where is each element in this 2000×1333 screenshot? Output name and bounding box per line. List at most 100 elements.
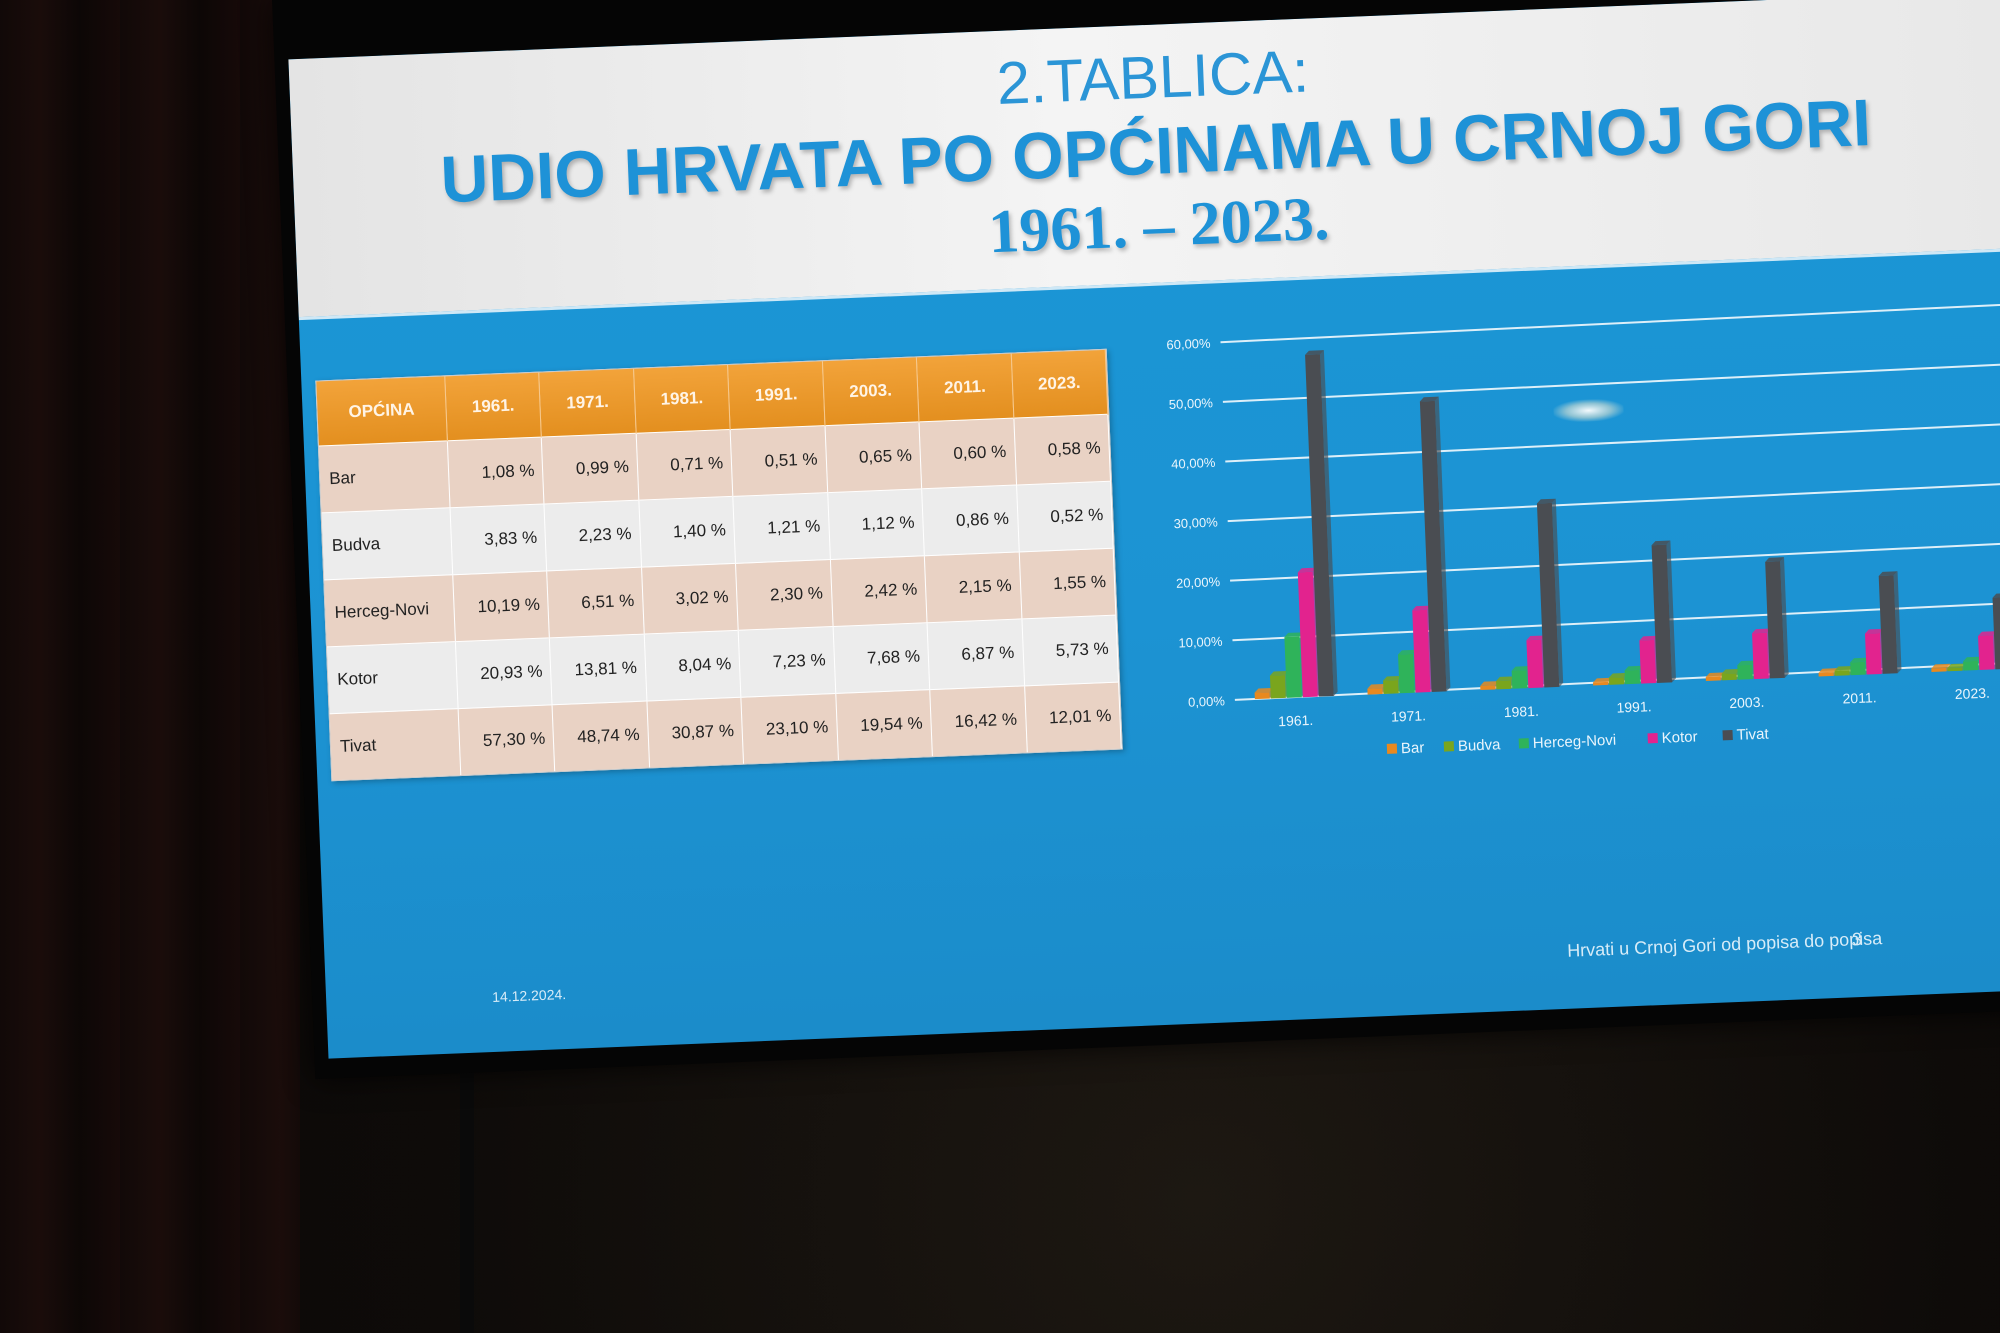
- table-header-cell: 1961.: [444, 372, 542, 441]
- legend-swatch: [1722, 729, 1733, 741]
- bar-top: [1737, 660, 1757, 666]
- table-header-cell: 2003.: [822, 357, 920, 426]
- table-cell: 1,40 %: [638, 496, 736, 568]
- legend-swatch: [1443, 741, 1455, 752]
- y-tick-label: 30,00%: [1173, 514, 1218, 531]
- y-tick-label: 50,00%: [1169, 395, 1214, 412]
- bar-side: [1666, 540, 1676, 683]
- bar-top: [1367, 683, 1387, 689]
- gridline: [1222, 363, 2000, 403]
- bar: [1752, 632, 1769, 680]
- bar-top: [1305, 350, 1324, 355]
- bar-top: [1765, 557, 1785, 562]
- page-number: 3: [1851, 928, 1863, 950]
- bar-top: [1878, 571, 1898, 577]
- bar-top: [1721, 668, 1741, 674]
- table-cell: 0,65 %: [824, 421, 922, 493]
- table-cell: 1,55 %: [1018, 548, 1116, 619]
- bar: [1305, 354, 1334, 697]
- bar-top: [1834, 665, 1854, 671]
- bar: [1947, 667, 1963, 672]
- bar: [1639, 639, 1657, 684]
- table-cell: 13,81 %: [549, 634, 647, 705]
- table-cell: 12,01 %: [1024, 682, 1122, 753]
- bar-top: [1651, 540, 1671, 546]
- bar-top: [1254, 687, 1274, 693]
- table-cell: 3,02 %: [641, 563, 739, 635]
- bar-top: [1480, 681, 1500, 686]
- row-label: Kotor: [327, 641, 459, 714]
- table-header-cell: OPĆINA: [316, 376, 448, 446]
- bar-top: [1608, 672, 1628, 678]
- bar-top: [1511, 666, 1531, 671]
- y-tick-label: 0,00%: [1188, 693, 1226, 709]
- bar: [1398, 653, 1415, 694]
- table-cell: 3,83 %: [450, 503, 548, 575]
- x-tick-label: 1961.: [1278, 712, 1314, 729]
- bar-top: [1963, 656, 1982, 662]
- bar-chart: 0,00% 10,00% 20,00% 30,00% 40,00% 50,00% 60,00…: [1120, 290, 2000, 806]
- table-header-cell: 2011.: [916, 353, 1014, 422]
- bar: [1608, 677, 1625, 685]
- legend-label: Budva: [1458, 736, 1502, 755]
- y-tick-label: 40,00%: [1171, 455, 1216, 472]
- table-cell: 2,42 %: [830, 555, 928, 627]
- bar: [1412, 609, 1431, 693]
- bar-top: [1419, 396, 1439, 402]
- title-band: 2.TABLICA: UDIO HRVATA PO OPĆINAMA U CRN…: [288, 0, 2000, 321]
- x-tick-label: 2003.: [1729, 694, 1765, 711]
- bar: [1624, 669, 1641, 685]
- table-cell: 2,23 %: [544, 500, 642, 571]
- gridline: [1230, 541, 2000, 582]
- legend-label: Bar: [1401, 739, 1425, 757]
- legend-swatch: [1647, 732, 1658, 744]
- x-tick-label: 2023.: [1955, 685, 1991, 702]
- bar: [1864, 632, 1882, 675]
- bar: [1850, 661, 1866, 676]
- bar-top: [1526, 635, 1546, 641]
- table-cell: 6,51 %: [547, 567, 645, 638]
- bar-top: [1624, 665, 1644, 671]
- legend-swatch: [1386, 743, 1398, 754]
- bar: [1721, 673, 1737, 681]
- table-cell: 1,12 %: [827, 488, 925, 560]
- bar-top: [1398, 649, 1417, 655]
- table-cell: 0,71 %: [636, 429, 734, 501]
- table-cell: 20,93 %: [455, 637, 553, 709]
- bar-top: [1978, 631, 1997, 636]
- legend-swatch: [1518, 738, 1530, 749]
- bar: [1878, 575, 1898, 674]
- bar: [1963, 660, 1979, 671]
- table-cell: 19,54 %: [835, 689, 933, 760]
- footer-title: Hrvati u Crnoj Gori od popisa do popisa: [1566, 928, 1883, 961]
- bar: [1297, 571, 1318, 698]
- table-cell: 0,86 %: [921, 485, 1019, 556]
- row-label: Tivat: [329, 708, 461, 781]
- table-cell: 7,23 %: [738, 626, 836, 698]
- bar: [1254, 692, 1270, 700]
- table-header-cell: 1971.: [539, 368, 637, 438]
- bar: [1511, 670, 1528, 689]
- bar-side: [1434, 396, 1451, 692]
- bar: [1818, 672, 1834, 677]
- table-header-cell: 1981.: [633, 365, 731, 434]
- table-cell: 0,60 %: [919, 418, 1017, 489]
- bar: [1496, 680, 1512, 690]
- bar: [1737, 664, 1753, 680]
- bar: [1284, 636, 1302, 698]
- table-cell: 2,30 %: [735, 559, 833, 631]
- table-header-cell: 1991.: [727, 361, 825, 430]
- bar-top: [1931, 663, 1951, 669]
- bar-top: [1269, 670, 1289, 676]
- x-tick-label: 1981.: [1503, 703, 1539, 720]
- monitor-stand: [460, 1070, 474, 1333]
- bar-top: [1496, 676, 1515, 682]
- bar-top: [1850, 657, 1869, 663]
- bar: [1978, 635, 1995, 671]
- bar-top: [1864, 628, 1884, 634]
- table-cell: 0,58 %: [1013, 414, 1111, 486]
- bar-side: [1893, 571, 1902, 674]
- table-cell: 48,74 %: [552, 701, 650, 772]
- footer-date: 14.12.2024.: [491, 986, 567, 1005]
- bar: [1480, 685, 1496, 691]
